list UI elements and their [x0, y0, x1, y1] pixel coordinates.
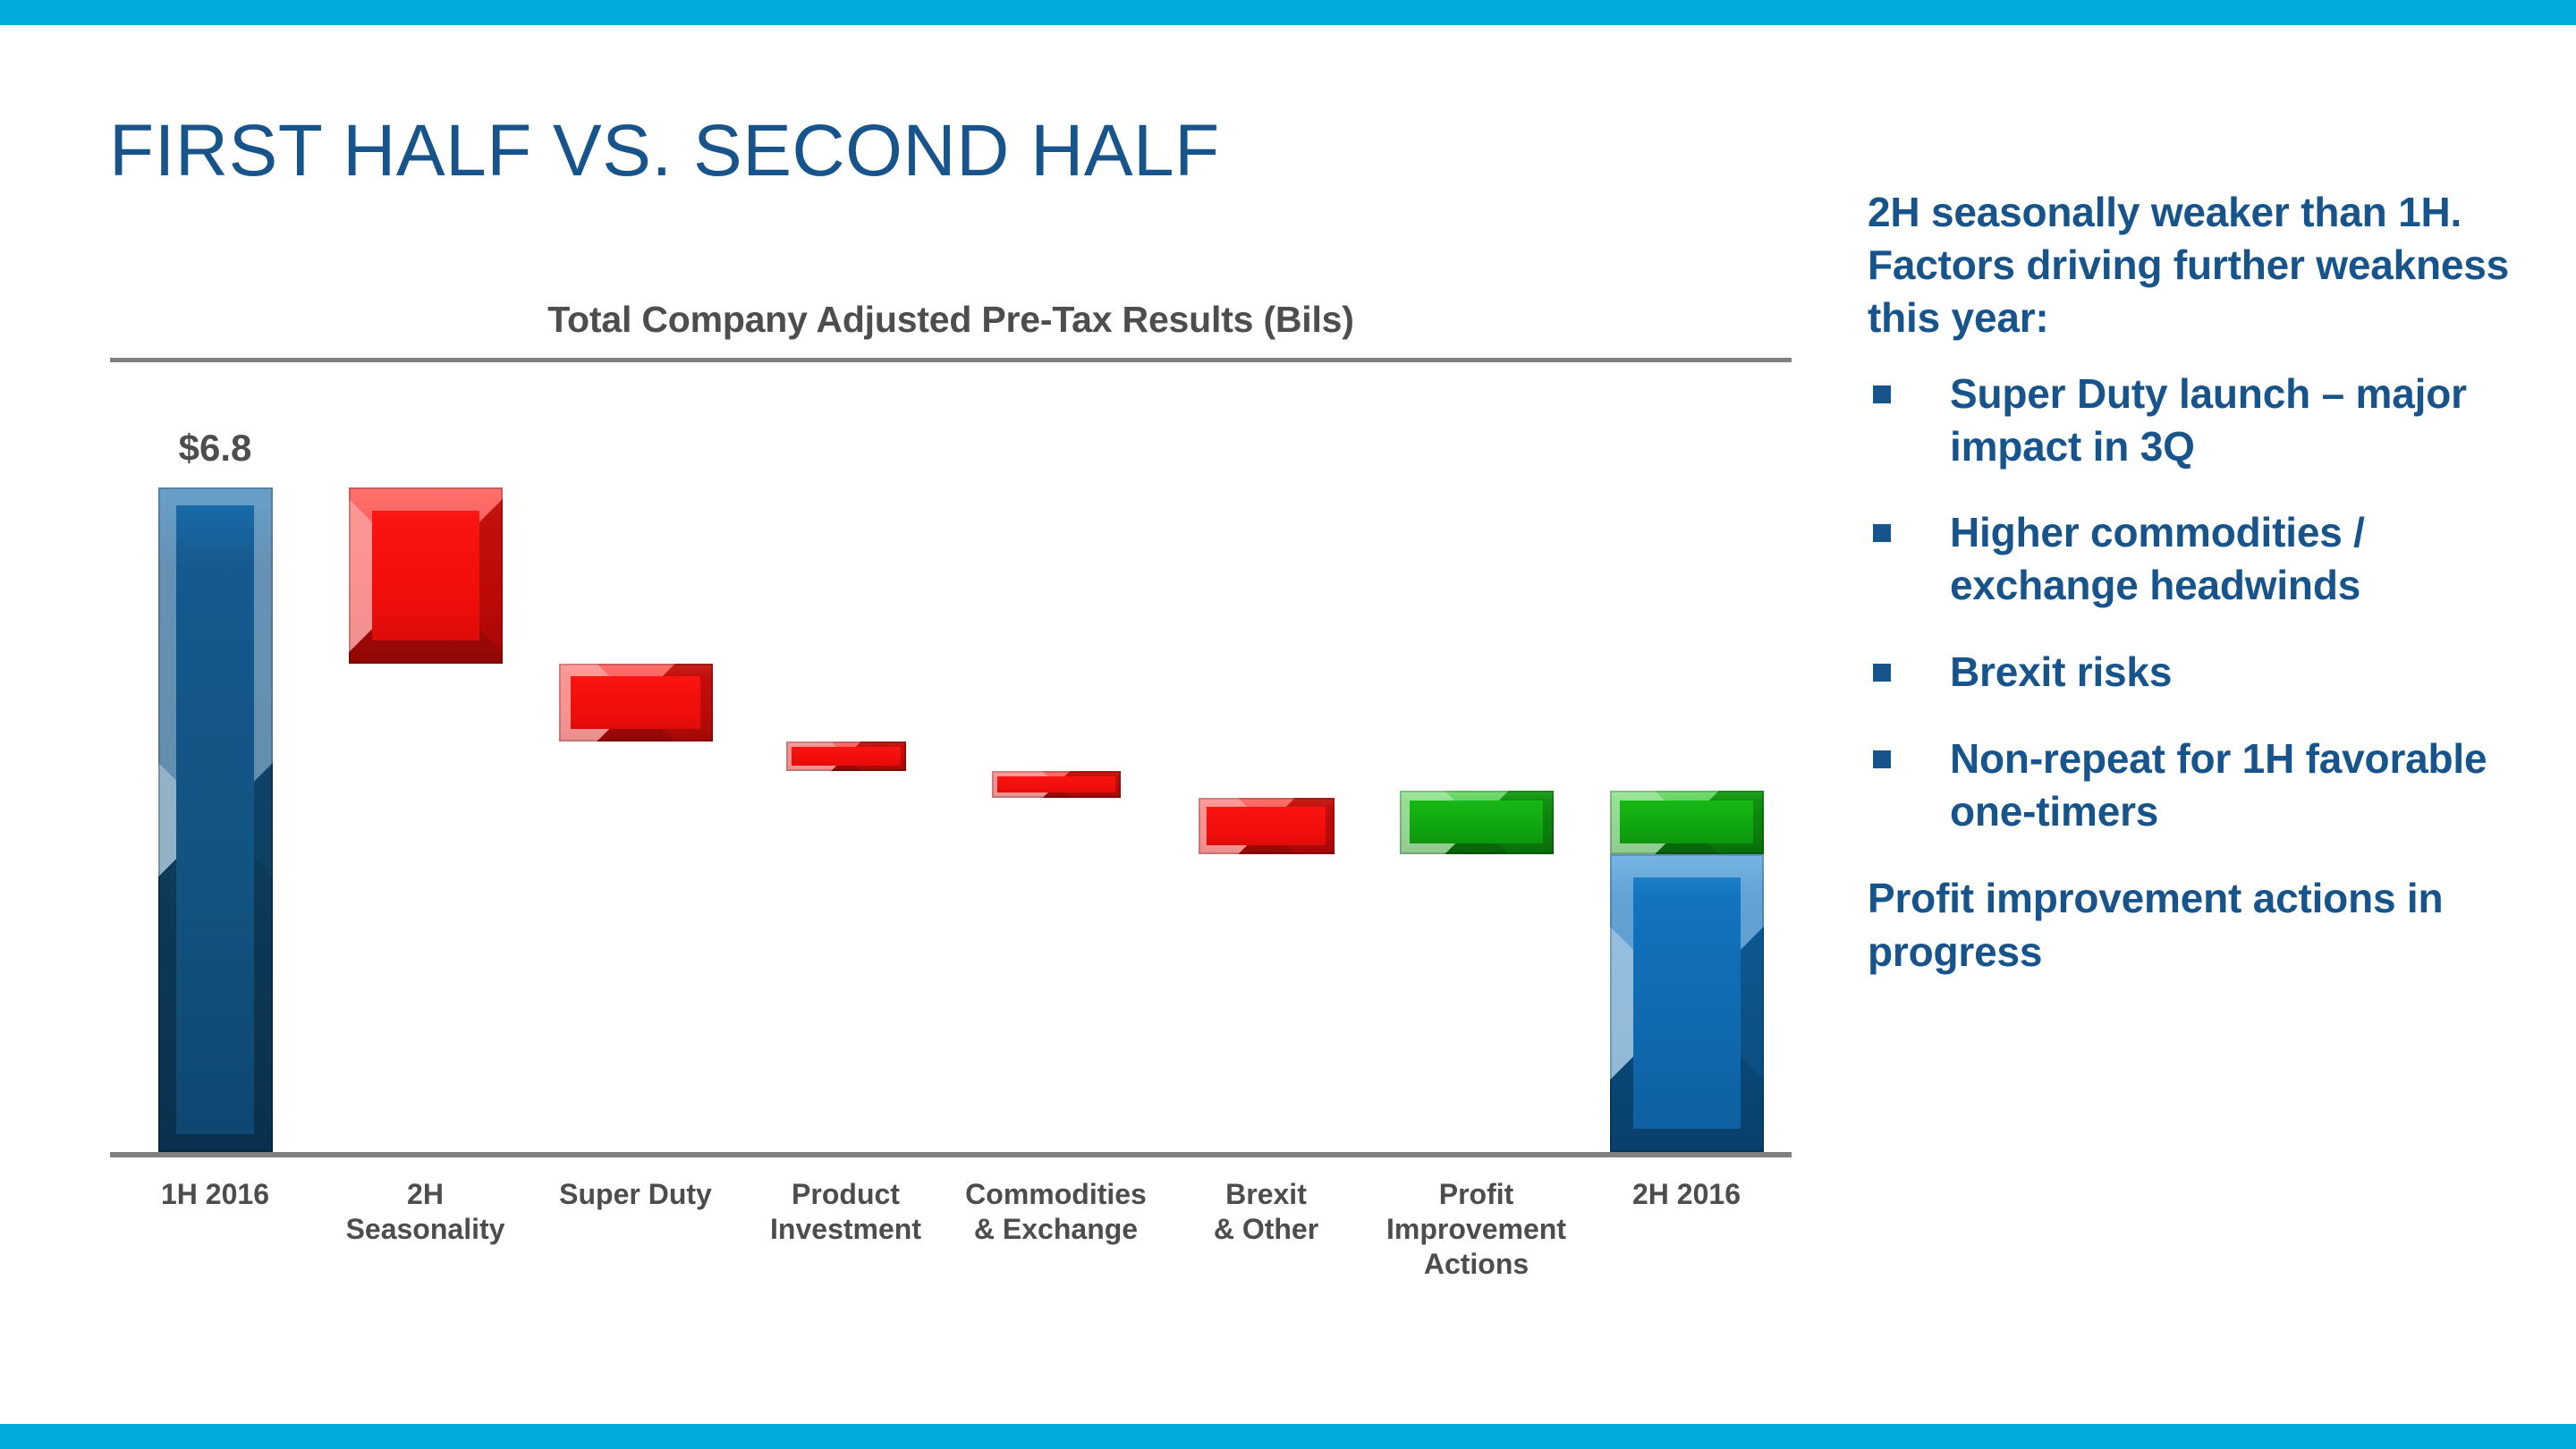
bar-outline [1199, 798, 1335, 853]
top-accent-bar [0, 0, 2576, 25]
bar-outline [992, 771, 1121, 799]
commentary-bullet-text: Brexit risks [1950, 648, 2173, 696]
commentary-bullet-text: Non-repeat for 1H favorable one-timers [1950, 735, 2487, 835]
bar-segment [1609, 790, 1764, 854]
category-label-line: 2H 2016 [1632, 1178, 1741, 1210]
commentary-bullet: Super Duty launch – major impact in 3Q [1868, 368, 2547, 473]
commentary-footer: Profit improvement actions in progress [1868, 874, 2444, 975]
chart-category-label: 1H 2016 [92, 1177, 338, 1212]
square-bullet-icon [1873, 385, 1891, 403]
bar-outline [158, 487, 273, 1152]
commentary-panel: 2H seasonally weaker than 1H. Factors dr… [1868, 186, 2547, 1020]
commentary-bullet: Non-repeat for 1H favorable one-timers [1868, 733, 2547, 838]
category-label-line: 1H 2016 [161, 1178, 269, 1210]
category-label-line: Super Duty [559, 1178, 712, 1210]
category-label-line: & Other [1213, 1213, 1319, 1246]
bar-segment [991, 770, 1121, 799]
chart-category-label: Profit Improvement Actions [1353, 1177, 1599, 1282]
square-bullet-icon [1873, 750, 1891, 768]
bar-bevel [348, 487, 503, 664]
bottom-accent-bar [0, 1424, 2576, 1449]
category-label-line: Commodities [965, 1178, 1147, 1210]
commentary-bullet: Higher commodities / exchange headwinds [1868, 506, 2547, 612]
bar-segment [1399, 790, 1554, 854]
bar-segment [348, 487, 503, 664]
chart-bar[interactable] [1198, 0, 1335, 1449]
chart-title: Total Company Adjusted Pre-Tax Results (… [547, 299, 1354, 340]
bar-segment [157, 487, 273, 1152]
bar-outline [349, 487, 503, 664]
commentary-bullet: Brexit risks [1868, 646, 2547, 699]
category-label-line: Actions [1423, 1248, 1530, 1281]
commentary-heading: 2H seasonally weaker than 1H. Factors dr… [1868, 189, 2510, 341]
chart-category-label: Commodities & Exchange [933, 1177, 1179, 1247]
waterfall-chart: Total Company Adjusted Pre-Tax Results (… [92, 0, 1792, 1449]
bar-bevel [1399, 790, 1554, 854]
bar-outline [786, 741, 906, 771]
chart-category-label: Product Investment [723, 1177, 969, 1247]
chart-category-label: Super Duty [513, 1177, 758, 1212]
category-label-line: Investment [770, 1213, 921, 1246]
bar-segment [785, 741, 906, 771]
bar-outline [1610, 791, 1764, 854]
bar-bevel [1198, 798, 1335, 854]
bar-outline [1400, 791, 1554, 854]
commentary-bullet-text: Higher commodities / exchange headwinds [1950, 509, 2365, 609]
chart-bar[interactable] [1399, 0, 1554, 1449]
bar-bevel [785, 741, 906, 771]
square-bullet-icon [1873, 524, 1891, 543]
bar-bevel [1609, 790, 1764, 854]
chart-axis-line [110, 1152, 1792, 1157]
bar-segment [558, 663, 713, 742]
bar-bevel [157, 487, 273, 1152]
chart-category-label: 2H Seasonality [302, 1177, 548, 1247]
category-label-line: 2H [407, 1178, 444, 1210]
chart-bar[interactable] [157, 0, 273, 1449]
category-label-line: Improvement [1386, 1213, 1566, 1246]
bar-bevel [991, 770, 1121, 799]
chart-plot-area: $6.8 [157, 0, 1764, 1449]
category-label-line: Seasonality [345, 1213, 505, 1246]
bar-value-label: $6.8 [178, 427, 252, 469]
page-title: FIRST HALF VS. SECOND HALF [109, 110, 1220, 191]
chart-bar[interactable] [558, 0, 713, 1449]
chart-category-label: 2H 2016 [1563, 1177, 1809, 1212]
bar-bevel [1609, 853, 1764, 1152]
bar-outline [559, 664, 713, 741]
chart-top-rule [110, 358, 1792, 362]
bar-segment [1198, 798, 1335, 854]
category-label-line: Product [792, 1178, 900, 1210]
chart-bar[interactable] [785, 0, 906, 1449]
category-label-line: Profit [1438, 1178, 1514, 1210]
bar-segment [1609, 853, 1764, 1152]
chart-bar[interactable] [1609, 0, 1764, 1449]
chart-bar[interactable] [348, 0, 503, 1449]
bar-outline [1610, 854, 1764, 1152]
category-label-line: Brexit [1225, 1178, 1307, 1210]
category-label-line: & Exchange [973, 1213, 1139, 1246]
commentary-bullet-list: Super Duty launch – major impact in 3Q Hi… [1868, 368, 2547, 838]
chart-bar[interactable] [991, 0, 1121, 1449]
commentary-bullet-text: Super Duty launch – major impact in 3Q [1950, 369, 2467, 470]
bar-bevel [558, 663, 713, 742]
chart-category-label: Brexit & Other [1143, 1177, 1389, 1247]
square-bullet-icon [1873, 664, 1891, 682]
